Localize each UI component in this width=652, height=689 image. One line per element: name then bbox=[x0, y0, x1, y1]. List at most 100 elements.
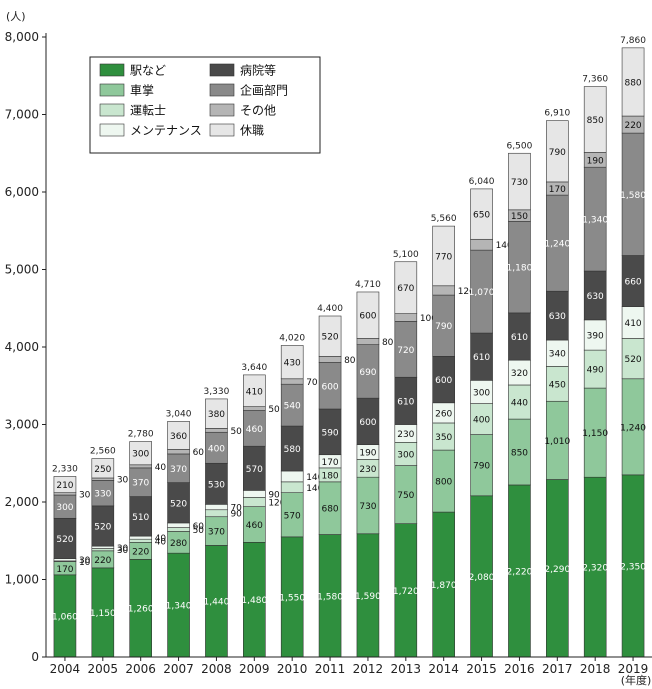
bar-segment bbox=[280, 470, 304, 483]
segment-label: 600 bbox=[321, 382, 338, 392]
total-label: 4,710 bbox=[355, 280, 381, 290]
legend-swatch bbox=[99, 63, 125, 77]
bar-segment bbox=[394, 313, 418, 322]
x-tick-label: 2004 bbox=[50, 662, 81, 676]
y-tick-label: 5,000 bbox=[5, 263, 39, 277]
segment-label: 410 bbox=[624, 319, 641, 329]
y-tick-label: 2,000 bbox=[5, 495, 39, 509]
segment-label: 300 bbox=[132, 450, 149, 460]
x-tick-label: 2015 bbox=[466, 662, 497, 676]
x-tick-label: 2007 bbox=[163, 662, 194, 676]
segment-label: 370 bbox=[208, 528, 225, 538]
segment-label: 1,580 bbox=[317, 592, 343, 602]
y-tick-label: 7,000 bbox=[5, 108, 39, 122]
segment-label: 850 bbox=[587, 116, 604, 126]
segment-label: 50 bbox=[268, 405, 280, 415]
total-label: 5,560 bbox=[431, 214, 457, 224]
segment-label: 690 bbox=[359, 368, 376, 378]
segment-label: 400 bbox=[208, 444, 225, 454]
segment-label: 520 bbox=[170, 499, 187, 509]
segment-label: 580 bbox=[284, 445, 301, 455]
segment-label: 2,320 bbox=[582, 564, 608, 574]
segment-label: 140 bbox=[306, 484, 323, 494]
x-tick-label: 2009 bbox=[239, 662, 270, 676]
x-tick-label: 2014 bbox=[428, 662, 459, 676]
segment-label: 120 bbox=[268, 499, 285, 509]
segment-label: 330 bbox=[94, 490, 111, 500]
x-tick-label: 2018 bbox=[580, 662, 611, 676]
legend-swatch bbox=[209, 63, 235, 77]
segment-label: 30 bbox=[79, 556, 91, 566]
segment-label: 520 bbox=[624, 355, 641, 365]
bar-segment bbox=[394, 261, 418, 314]
segment-label: 1,580 bbox=[620, 191, 646, 201]
segment-label: 150 bbox=[511, 212, 528, 222]
x-tick-label: 2013 bbox=[391, 662, 422, 676]
x-tick-label: 2011 bbox=[315, 662, 346, 676]
bar-segment bbox=[91, 548, 115, 552]
legend-label: 病院等 bbox=[240, 63, 276, 78]
y-tick-label: 8,000 bbox=[5, 30, 39, 44]
segment-label: 190 bbox=[359, 449, 376, 459]
total-label: 7,360 bbox=[582, 75, 608, 85]
legend-item: メンテナンス bbox=[99, 124, 202, 138]
segment-label: 360 bbox=[170, 432, 187, 442]
segment-label: 460 bbox=[246, 425, 263, 435]
bar-stack-2011: 1,580 680 180 170 590 600 80 520 4,400 bbox=[317, 304, 356, 658]
segment-label: 730 bbox=[511, 178, 528, 188]
y-tick-label: 4,000 bbox=[5, 340, 39, 354]
segment-label: 490 bbox=[587, 366, 604, 376]
segment-label: 220 bbox=[624, 121, 641, 131]
bar-segment bbox=[356, 338, 380, 345]
legend-item: 運転士 bbox=[99, 104, 166, 118]
x-tick-label: 2017 bbox=[542, 662, 573, 676]
bar-stack-2013: 1,720 750 300 230 610 720 100 670 5,100 bbox=[393, 250, 437, 658]
segment-label: 410 bbox=[246, 387, 263, 397]
segment-label: 140 bbox=[306, 473, 323, 483]
segment-label: 1,150 bbox=[90, 609, 116, 619]
segment-label: 630 bbox=[587, 292, 604, 302]
segment-label: 30 bbox=[79, 490, 91, 500]
segment-label: 440 bbox=[511, 399, 528, 409]
x-tick-label: 2005 bbox=[88, 662, 119, 676]
segment-label: 670 bbox=[397, 284, 414, 294]
bars-group: 1,0601701030520300302102,3301,1502203030… bbox=[52, 36, 646, 658]
total-label: 2,560 bbox=[90, 447, 116, 457]
legend-swatch bbox=[209, 83, 235, 97]
segment-label: 1,340 bbox=[582, 216, 608, 226]
bar-segment bbox=[91, 477, 115, 481]
x-axis: 2004 2005 2006 2007 2008 2009 2010 2011 2012 2013… bbox=[46, 656, 652, 676]
segment-label: 1,010 bbox=[544, 437, 570, 447]
bar-segment bbox=[432, 225, 455, 287]
y-tick-label: 1,000 bbox=[5, 573, 39, 587]
segment-label: 300 bbox=[473, 388, 490, 398]
segment-label: 380 bbox=[208, 410, 225, 420]
segment-label: 1,480 bbox=[241, 596, 267, 606]
segment-label: 540 bbox=[284, 402, 301, 412]
segment-label: 2,080 bbox=[469, 573, 495, 583]
bar-segment bbox=[53, 476, 77, 493]
segment-label: 600 bbox=[359, 418, 376, 428]
bar-segment bbox=[129, 441, 152, 466]
segment-label: 300 bbox=[397, 450, 414, 460]
segment-label: 120 bbox=[458, 287, 475, 297]
segment-label: 180 bbox=[321, 471, 338, 481]
segment-label: 2,350 bbox=[620, 562, 646, 572]
segment-label: 140 bbox=[496, 241, 513, 251]
segment-label: 280 bbox=[170, 539, 187, 549]
x-axis-unit: (年度) bbox=[621, 673, 652, 687]
segment-label: 190 bbox=[587, 156, 604, 166]
legend-item: 企画部門 bbox=[209, 83, 288, 98]
segment-label: 370 bbox=[170, 465, 187, 475]
bar-segment bbox=[129, 538, 152, 543]
segment-label: 60 bbox=[193, 448, 205, 458]
segment-label: 2,220 bbox=[507, 567, 533, 577]
total-label: 2,780 bbox=[128, 430, 154, 440]
segment-label: 730 bbox=[359, 502, 376, 512]
bar-segment bbox=[53, 558, 77, 562]
segment-label: 650 bbox=[473, 211, 490, 221]
legend-item: 車掌 bbox=[99, 84, 154, 98]
bar-segment bbox=[318, 355, 342, 363]
